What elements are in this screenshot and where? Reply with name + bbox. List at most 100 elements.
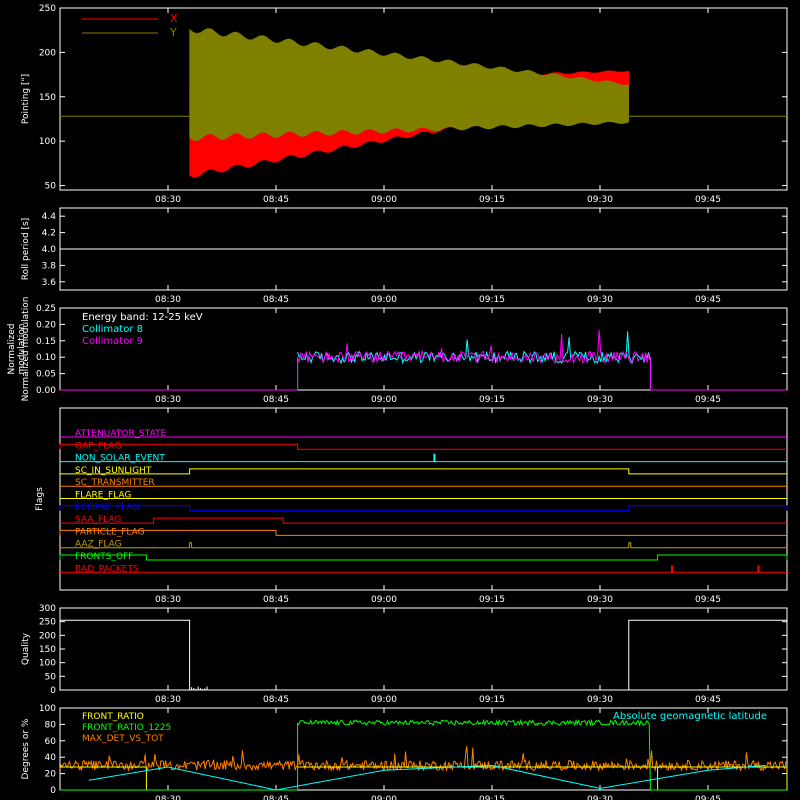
legend-label: Collimator 8: [82, 324, 143, 335]
x-tick-label: 08:45: [263, 795, 289, 800]
panel-frame: [59, 307, 788, 391]
y-tick-label: 0.00: [36, 386, 56, 396]
y-tick-label: 0.20: [36, 320, 56, 330]
y-tick-label: 100: [39, 137, 56, 147]
x-tick-label: 09:00: [371, 595, 397, 605]
x-tick-label: 09:00: [371, 795, 397, 800]
x-tick-label: 09:15: [479, 795, 505, 800]
flag-trace: [60, 517, 787, 524]
y-series-band: [189, 28, 630, 142]
y-tick-label: 100: [39, 704, 56, 714]
y-tick-label: 4.2: [42, 229, 56, 239]
y-tick-label: 3.6: [42, 278, 57, 288]
y-axis-label-line1: Normalized: [7, 323, 17, 374]
y-tick-label: 200: [39, 48, 56, 58]
legend-label: Absolute geomagnetic latitude: [613, 711, 767, 722]
y-axis-label: Pointing ["]: [21, 74, 31, 124]
x-tick-label: 09:15: [479, 295, 505, 305]
x-tick-label: 09:30: [587, 295, 613, 305]
flag-label: GAP_FLAG: [75, 441, 121, 451]
geomagnetic-latitude-series: [88, 764, 766, 791]
legend-label: FRONT_RATIO: [82, 712, 144, 722]
flag-trace: [59, 554, 788, 561]
x-tick-label: 08:30: [155, 395, 181, 405]
y-tick-label: 50: [45, 182, 57, 192]
panel-frame: [59, 7, 788, 191]
x-tick-label: 09:45: [695, 395, 721, 405]
x-tick-label: 08:30: [155, 195, 181, 205]
y-tick-label: 300: [39, 604, 56, 614]
x-tick-label: 09:15: [479, 395, 505, 405]
y-tick-label: 0: [50, 686, 56, 696]
x-tick-label: 08:30: [155, 295, 181, 305]
x-tick-label: 09:45: [695, 695, 721, 705]
y-tick-label: 150: [39, 645, 56, 655]
legend-label: MAX_DET_VS_TOT: [82, 734, 164, 744]
flag-trace: [60, 468, 787, 475]
legend-label: Y: [169, 26, 177, 39]
flag-trace: [59, 529, 787, 536]
flag-trace: [59, 505, 788, 512]
flag-label: PARTICLE_FLAG: [75, 527, 145, 537]
legend-label: Collimator 9: [82, 336, 143, 347]
x-tick-label: 09:00: [371, 195, 397, 205]
x-tick-label: 09:15: [479, 195, 505, 205]
flag-label: SAA_FLAG: [75, 515, 121, 525]
y-tick-label: 0.10: [36, 353, 56, 363]
y-tick-label: 60: [45, 737, 57, 747]
y-tick-label: 4.0: [42, 245, 57, 255]
y-tick-label: 20: [45, 770, 57, 780]
y-axis-label: Flags: [35, 487, 45, 511]
flag-label: AAZ_FLAG: [75, 540, 122, 550]
x-tick-label: 08:45: [263, 195, 289, 205]
x-tick-label: 09:00: [371, 395, 397, 405]
modulation-series-1: [297, 329, 651, 365]
x-tick-label: 08:45: [263, 395, 289, 405]
x-tick-label: 09:45: [695, 595, 721, 605]
legend-label: FRONT_RATIO_1225: [82, 723, 171, 733]
flag-label: FLARE_FLAG: [75, 491, 131, 501]
x-tick-label: 09:45: [695, 295, 721, 305]
y-tick-label: 250: [39, 618, 56, 628]
x-tick-label: 08:30: [155, 795, 181, 800]
y-tick-label: 50: [45, 672, 57, 682]
flag-label: ECLIPSE_FLAG: [75, 503, 139, 513]
y-axis-label: Roll period [s]: [21, 218, 31, 280]
x-tick-label: 08:30: [155, 695, 181, 705]
flag-label: NON_SOLAR_EVENT: [75, 454, 165, 464]
x-tick-label: 09:30: [587, 595, 613, 605]
flag-label: FRONTS_OFF: [75, 552, 133, 562]
x-tick-label: 09:30: [587, 395, 613, 405]
y-tick-label: 100: [39, 659, 56, 669]
y-axis-label: Normalized modulation: [21, 297, 31, 402]
y-tick-label: 40: [45, 753, 57, 763]
y-tick-label: 150: [39, 93, 56, 103]
x-tick-label: 08:30: [155, 595, 181, 605]
y-axis-label-line2: modulation: [17, 324, 27, 375]
flag-trace: [59, 443, 787, 450]
x-tick-label: 09:15: [479, 595, 505, 605]
y-tick-label: 0: [50, 786, 56, 796]
flag-label: BAD_PACKETS: [75, 564, 139, 574]
x-tick-label: 09:45: [695, 195, 721, 205]
x-tick-label: 09:15: [479, 695, 505, 705]
front-ratio-1225-series: [297, 718, 651, 791]
legend-label: X: [170, 12, 178, 25]
energy-band-note: Energy band: 12-25 keV: [82, 312, 203, 323]
y-axis-label: Quality: [21, 632, 31, 665]
x-tick-label: 09:30: [587, 695, 613, 705]
x-tick-label: 08:45: [263, 595, 289, 605]
y-tick-label: 4.4: [42, 212, 57, 222]
x-tick-label: 08:45: [263, 695, 289, 705]
x-tick-label: 09:00: [371, 695, 397, 705]
y-tick-label: 3.8: [42, 261, 57, 271]
y-tick-label: 250: [39, 4, 56, 14]
y-tick-label: 200: [39, 631, 56, 641]
x-tick-label: 09:45: [695, 795, 721, 800]
y-tick-label: 0.15: [36, 337, 56, 347]
y-axis-label: Degrees or %: [21, 718, 31, 779]
flag-trace: [60, 542, 787, 549]
flag-label: SC_IN_SUNLIGHT: [75, 466, 152, 476]
flag-label: SC_TRANSMITTER: [75, 478, 155, 488]
